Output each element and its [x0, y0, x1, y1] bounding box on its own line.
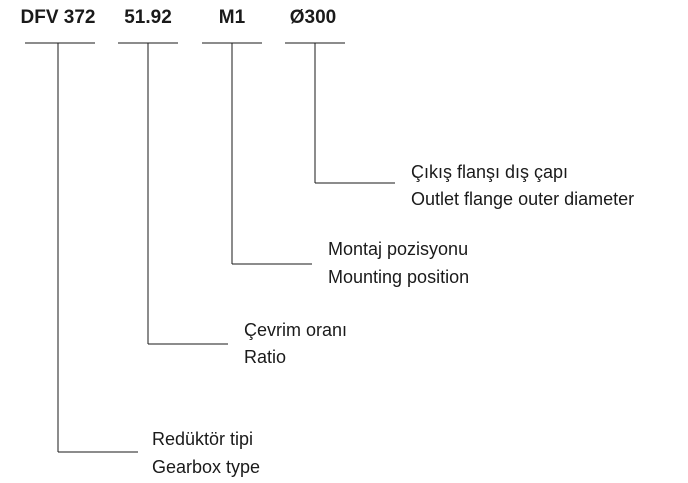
code: Ø300: [290, 7, 336, 28]
label-tr: Redüktör tipi: [152, 429, 253, 449]
label-tr: Çevrim oranı: [244, 320, 347, 340]
label-tr: Montaj pozisyonu: [328, 239, 468, 259]
label-tr: Çıkış flanşı dış çapı: [411, 162, 568, 182]
code: DFV 372: [21, 7, 96, 28]
code: M1: [219, 7, 246, 28]
label-en: Mounting position: [328, 267, 469, 287]
label-en: Ratio: [244, 347, 286, 367]
label-en: Gearbox type: [152, 457, 260, 477]
label-en: Outlet flange outer diameter: [411, 189, 634, 209]
code: 51.92: [124, 7, 172, 28]
